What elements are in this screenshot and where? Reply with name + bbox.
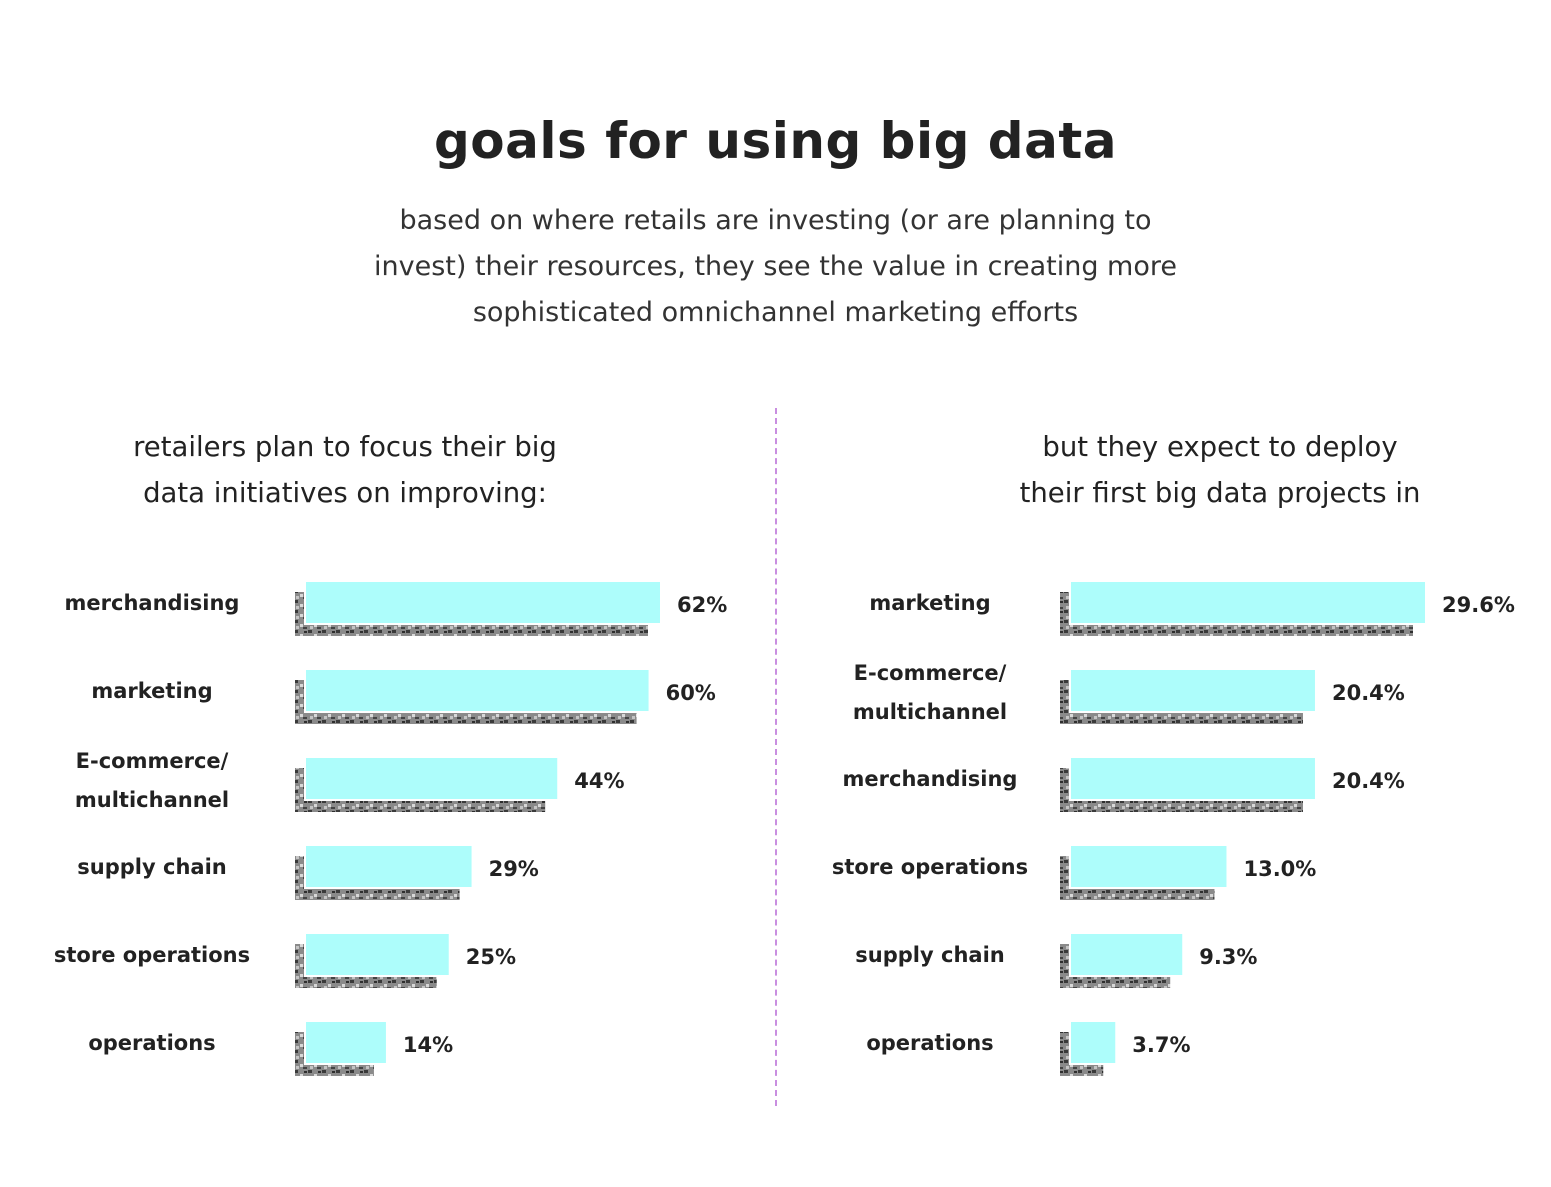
right-category-label: operations [866, 1031, 993, 1055]
left-panel-title-line: data initiatives on improving: [143, 477, 547, 509]
subtitle-line: sophisticated omnichannel marketing effo… [472, 297, 1079, 328]
right-value-label: 29.6% [1442, 593, 1515, 617]
left-value-label: 29% [489, 857, 539, 881]
left-category-label: multichannel [75, 788, 229, 812]
right-bar [1071, 846, 1227, 887]
page-title: goals for using big data [434, 112, 1117, 170]
left-bar [306, 758, 558, 799]
left-bar [306, 582, 660, 623]
right-bar [1071, 670, 1315, 711]
left-value-label: 62% [677, 593, 727, 617]
subtitle-line: based on where retails are investing (or… [399, 205, 1152, 236]
left-category-label: merchandising [65, 591, 240, 615]
left-bar [306, 846, 472, 887]
right-category-label: merchandising [843, 767, 1018, 791]
right-bar [1071, 1022, 1116, 1063]
right-category-label: multichannel [853, 700, 1007, 724]
right-value-label: 9.3% [1199, 945, 1257, 969]
page-subtitle: based on where retails are investing (or… [0, 198, 1551, 336]
left-category-label: supply chain [77, 855, 226, 879]
right-category-label: E-commerce/ [854, 661, 1007, 685]
right-value-label: 13.0% [1243, 857, 1316, 881]
panel-divider [775, 408, 777, 1106]
right-value-label: 20.4% [1332, 681, 1405, 705]
subtitle-line: invest) their resources, they see the va… [373, 251, 1177, 282]
right-bar [1071, 582, 1425, 623]
right-category-label: marketing [869, 591, 990, 615]
right-panel-title-line: but they expect to deploy [1042, 431, 1398, 463]
right-category-label: supply chain [855, 943, 1004, 967]
left-category-label: operations [88, 1031, 215, 1055]
right-bar [1071, 934, 1183, 975]
left-category-label: marketing [91, 679, 212, 703]
left-value-label: 25% [466, 945, 516, 969]
left-value-label: 14% [403, 1033, 453, 1057]
right-panel-title-line: their first big data projects in [1019, 477, 1421, 509]
right-value-label: 3.7% [1132, 1033, 1190, 1057]
left-category-label: E-commerce/ [76, 749, 229, 773]
right-panel-title: but they expect to deploy their first bi… [940, 424, 1500, 516]
left-panel-title-line: retailers plan to focus their big [133, 431, 557, 463]
left-category-label: store operations [54, 943, 250, 967]
right-value-label: 20.4% [1332, 769, 1405, 793]
right-category-label: store operations [832, 855, 1028, 879]
left-bar [306, 670, 649, 711]
left-panel-title: retailers plan to focus their big data i… [60, 424, 630, 516]
left-bar [306, 934, 449, 975]
left-bar [306, 1022, 386, 1063]
bar-charts: 62% merchandising 60% marketing 44% E-commerc… [54, 580, 1515, 1076]
right-bar [1071, 758, 1315, 799]
left-value-label: 44% [574, 769, 624, 793]
left-value-label: 60% [666, 681, 716, 705]
